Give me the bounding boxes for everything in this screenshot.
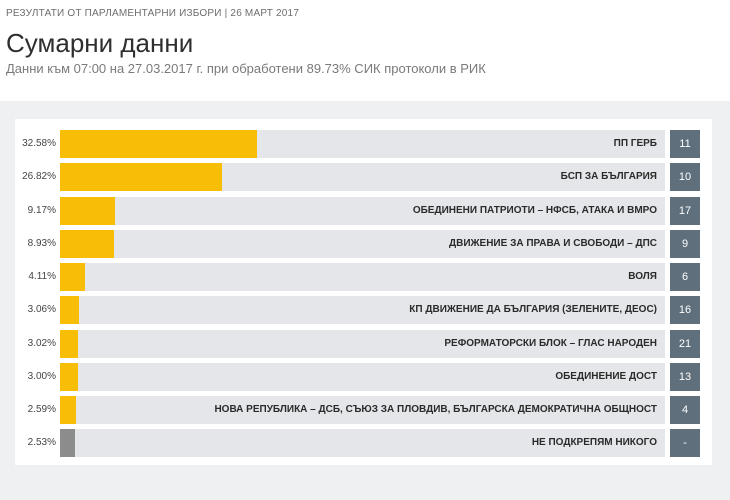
bar-track: РЕФОРМАТОРСКИ БЛОК – ГЛАС НАРОДЕН [60, 329, 665, 358]
bar-track: КП ДВИЖЕНИЕ ДА БЪЛГАРИЯ (ЗЕЛЕНИТЕ, ДЕОС) [60, 296, 665, 325]
page-title: Сумарни данни [6, 28, 194, 58]
bar [60, 163, 223, 192]
percent-label: 3.06% [27, 304, 56, 316]
result-row: 3.06% КП ДВИЖЕНИЕ ДА БЪЛГАРИЯ (ЗЕЛЕНИТЕ, … [15, 296, 712, 325]
seat-count-badge: 13 [670, 362, 700, 391]
bar-track: БСП ЗА БЪЛГАРИЯ [60, 163, 665, 192]
seat-count-badge: 10 [670, 163, 700, 192]
bar [60, 130, 258, 158]
bar-track: НЕ ПОДКРЕПЯМ НИКОГО [60, 429, 665, 458]
bar-track: ОБЕДИНЕНИЕ ДОСТ [60, 362, 665, 391]
result-row: 32.58% ПП ГЕРБ 11 [15, 130, 712, 158]
party-name: НЕ ПОДКРЕПЯМ НИКОГО [531, 437, 657, 449]
percent-label: 32.58% [22, 138, 56, 149]
party-name: РЕФОРМАТОРСКИ БЛОК – ГЛАС НАРОДЕН [444, 337, 657, 349]
party-name: ОБЕДИНЕНИ ПАТРИОТИ – НФСБ, АТАКА И ВМРО [412, 204, 657, 216]
seat-count-badge: 11 [670, 130, 700, 158]
bar [60, 296, 79, 325]
page-subtitle: Данни към 07:00 на 27.03.2017 г. при обр… [6, 61, 486, 76]
bar [60, 362, 79, 391]
seat-count-badge: 4 [670, 396, 700, 424]
bar [60, 396, 76, 424]
bar [60, 429, 76, 458]
party-name: ВОЛЯ [628, 271, 657, 282]
percent-label: 26.82% [22, 171, 56, 183]
bar [60, 196, 116, 225]
bar [60, 263, 85, 291]
percent-label: 4.11% [28, 271, 56, 282]
party-name: ОБЕДИНЕНИЕ ДОСТ [555, 370, 657, 382]
party-name: ПП ГЕРБ [613, 138, 657, 149]
bar [60, 229, 115, 258]
percent-label: 9.17% [27, 204, 56, 216]
percent-label: 8.93% [27, 237, 56, 249]
party-name: ДВИЖЕНИЕ ЗА ПРАВА И СВОБОДИ – ДПС [448, 237, 657, 249]
result-row: 3.00% ОБЕДИНЕНИЕ ДОСТ 13 [15, 362, 712, 391]
seat-count-badge: 6 [670, 263, 700, 291]
bar-track: ОБЕДИНЕНИ ПАТРИОТИ – НФСБ, АТАКА И ВМРО [60, 196, 665, 225]
bar-track: ПП ГЕРБ [60, 130, 665, 158]
percent-label: 3.00% [27, 370, 56, 382]
seat-count-badge: 21 [670, 329, 700, 358]
bar [60, 329, 79, 358]
result-row: 3.02% РЕФОРМАТОРСКИ БЛОК – ГЛАС НАРОДЕН 21 [15, 329, 712, 358]
election-kicker: РЕЗУЛТАТИ ОТ ПАРЛАМЕНТАРНИ ИЗБОРИ | 26 М… [6, 8, 300, 19]
result-row: 9.17% ОБЕДИНЕНИ ПАТРИОТИ – НФСБ, АТАКА И … [15, 196, 712, 225]
bar-track: ВОЛЯ [60, 263, 665, 291]
party-name: БСП ЗА БЪЛГАРИЯ [560, 171, 657, 183]
seat-count-badge: - [670, 429, 700, 458]
percent-label: 2.53% [27, 437, 56, 449]
party-name: КП ДВИЖЕНИЕ ДА БЪЛГАРИЯ (ЗЕЛЕНИТЕ, ДЕОС) [409, 304, 657, 316]
seat-count-badge: 17 [670, 196, 700, 225]
party-name: НОВА РЕПУБЛИКА – ДСБ, СЪЮЗ ЗА ПЛОВДИВ, Б… [214, 404, 657, 415]
seat-count-badge: 9 [670, 229, 700, 258]
result-row: 2.59% НОВА РЕПУБЛИКА – ДСБ, СЪЮЗ ЗА ПЛОВД… [15, 396, 712, 424]
percent-label: 3.02% [27, 337, 56, 349]
percent-label: 2.59% [27, 404, 56, 415]
result-row: 4.11% ВОЛЯ 6 [15, 263, 712, 291]
bar-track: ДВИЖЕНИЕ ЗА ПРАВА И СВОБОДИ – ДПС [60, 229, 665, 258]
result-row: 8.93% ДВИЖЕНИЕ ЗА ПРАВА И СВОБОДИ – ДПС 9 [15, 229, 712, 258]
result-row: 26.82% БСП ЗА БЪЛГАРИЯ 10 [15, 163, 712, 192]
result-row: 2.53% НЕ ПОДКРЕПЯМ НИКОГО - [15, 429, 712, 458]
bar-track: НОВА РЕПУБЛИКА – ДСБ, СЪЮЗ ЗА ПЛОВДИВ, Б… [60, 396, 665, 424]
seat-count-badge: 16 [670, 296, 700, 325]
